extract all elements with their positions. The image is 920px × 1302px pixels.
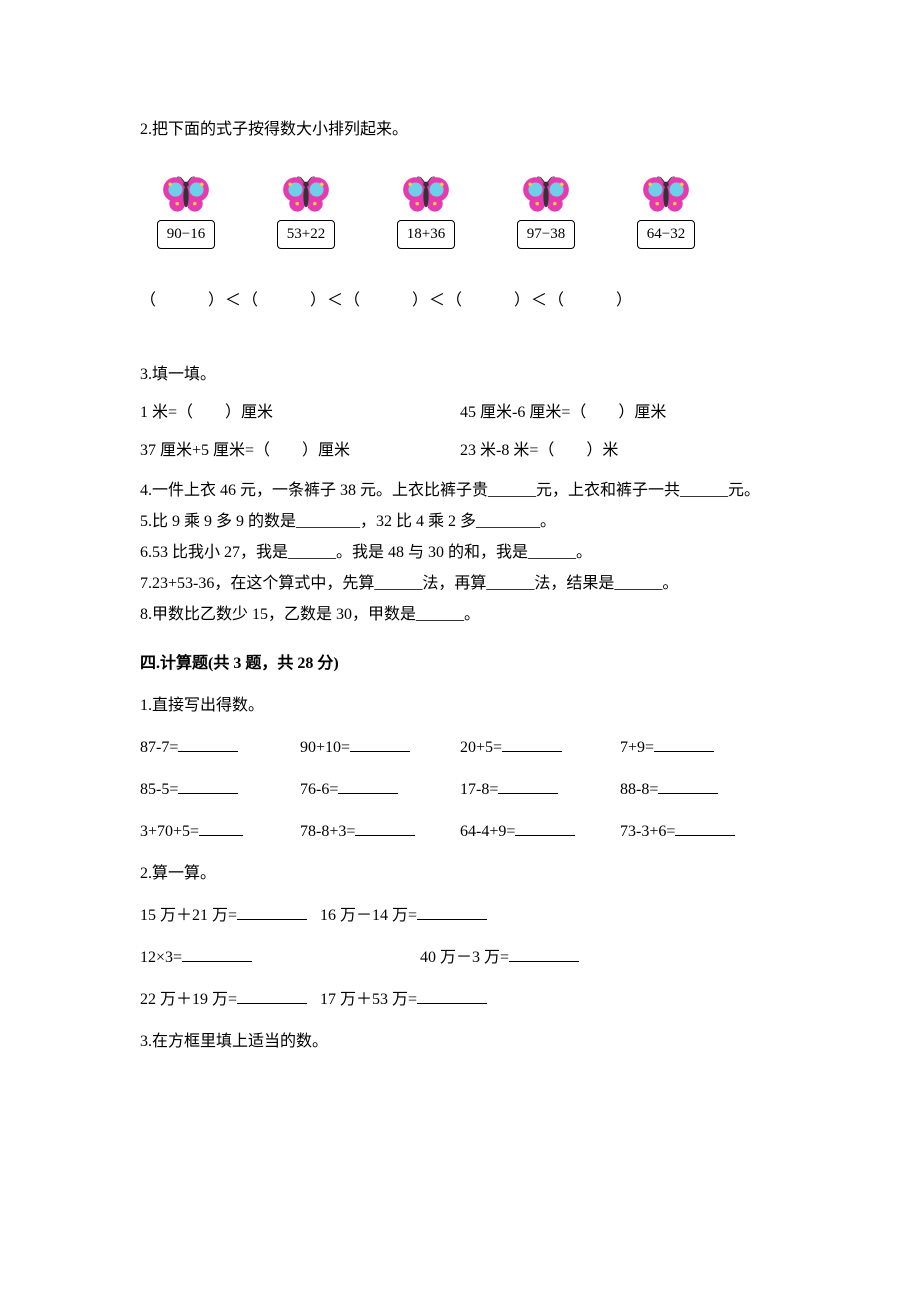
calc1-0-0: 87-7= xyxy=(140,736,300,760)
q7-text: 7.23+53-36，在这个算式中，先算______法，再算______法，结果… xyxy=(140,570,780,597)
q5-text: 5.比 9 乘 9 多 9 的数是________，32 比 4 乘 2 多__… xyxy=(140,508,780,535)
calc1-2-1-expr: 78-8+3= xyxy=(300,823,355,840)
calc1-0-3-expr: 7+9= xyxy=(620,739,654,756)
calc1-0-2-expr: 20+5= xyxy=(460,739,502,756)
calc1-2-2: 64-4+9= xyxy=(460,820,620,844)
q3-row-0-left: 1 米=（ ）厘米 xyxy=(140,401,460,425)
calc1-1-1: 76-6= xyxy=(300,778,460,802)
calc2-1-0: 12×3= xyxy=(140,946,420,970)
calc2-row-0: 15 万＋21 万= 16 万－14 万= xyxy=(140,904,780,928)
q3-row-1-left: 37 厘米+5 厘米=（ ）厘米 xyxy=(140,439,460,463)
butterfly-icon xyxy=(399,172,453,216)
blank xyxy=(658,778,718,794)
calc1-2-0-expr: 3+70+5= xyxy=(140,823,199,840)
q2-butterfly-row: 90−16 53+22 xyxy=(140,172,780,249)
blank xyxy=(417,904,487,920)
calc2-0-0: 15 万＋21 万= xyxy=(140,904,320,928)
q3-row-0-right: 45 厘米-6 厘米=（ ）厘米 xyxy=(460,401,780,425)
blank xyxy=(338,778,398,794)
blank xyxy=(237,988,307,1004)
calc1-1-1-expr: 76-6= xyxy=(300,781,338,798)
calc1-2-3: 73-3+6= xyxy=(620,820,780,844)
q2-item-3: 97−38 xyxy=(506,172,586,249)
calc2-0-0-expr: 15 万＋21 万= xyxy=(140,907,237,924)
calc1-1-2: 17-8= xyxy=(460,778,620,802)
blank xyxy=(237,904,307,920)
calc1-1-0-expr: 85-5= xyxy=(140,781,178,798)
q2-inequality: （ ）＜（ ）＜（ ）＜（ ）＜（ ） xyxy=(140,289,780,313)
blank xyxy=(675,820,735,836)
q2-item-2: 18+36 xyxy=(386,172,466,249)
calc1-2-3-expr: 73-3+6= xyxy=(620,823,675,840)
worksheet-page: 2.把下面的式子按得数大小排列起来。 90−16 xyxy=(0,0,920,1142)
calc2-2-1: 17 万＋53 万= xyxy=(320,988,500,1012)
calc1-1-0: 85-5= xyxy=(140,778,300,802)
q3-row-1: 37 厘米+5 厘米=（ ）厘米 23 米-8 米=（ ）米 xyxy=(140,439,780,463)
calc1-2-1: 78-8+3= xyxy=(300,820,460,844)
calc1-1-2-expr: 17-8= xyxy=(460,781,498,798)
blank xyxy=(417,988,487,1004)
calc1-0-2: 20+5= xyxy=(460,736,620,760)
calc2-row-1: 12×3= 40 万－3 万= xyxy=(140,946,780,970)
calc2-row-2: 22 万＋19 万= 17 万＋53 万= xyxy=(140,988,780,1012)
q2-item-1: 53+22 xyxy=(266,172,346,249)
calc2-0-1-expr: 16 万－14 万= xyxy=(320,907,417,924)
calc2-1-1-expr: 40 万－3 万= xyxy=(420,949,509,966)
q2-expr-0: 90−16 xyxy=(157,220,215,249)
blank xyxy=(350,736,410,752)
q2-expr-1: 53+22 xyxy=(277,220,335,249)
q4-text: 4.一件上衣 46 元，一条裤子 38 元。上衣比裤子贵______元，上衣和裤… xyxy=(140,477,780,504)
calc1-0-1-expr: 90+10= xyxy=(300,739,350,756)
q2-item-0: 90−16 xyxy=(146,172,226,249)
blank xyxy=(498,778,558,794)
calc3-prompt: 3.在方框里填上适当的数。 xyxy=(140,1030,780,1054)
blank xyxy=(178,736,238,752)
calc1-1-3-expr: 88-8= xyxy=(620,781,658,798)
calc1-row-2: 3+70+5= 78-8+3= 64-4+9= 73-3+6= xyxy=(140,820,780,844)
blank xyxy=(355,820,415,836)
q8-text: 8.甲数比乙数少 15，乙数是 30，甲数是______。 xyxy=(140,601,780,628)
calc1-1-3: 88-8= xyxy=(620,778,780,802)
q3-prompt: 3.填一填。 xyxy=(140,363,780,387)
q3-row-0: 1 米=（ ）厘米 45 厘米-6 厘米=（ ）厘米 xyxy=(140,401,780,425)
calc2-2-0-expr: 22 万＋19 万= xyxy=(140,991,237,1008)
blank xyxy=(654,736,714,752)
section4-title: 四.计算题(共 3 题，共 28 分) xyxy=(140,652,780,676)
calc1-row-1: 85-5= 76-6= 17-8= 88-8= xyxy=(140,778,780,802)
calc1-prompt: 1.直接写出得数。 xyxy=(140,694,780,718)
calc2-2-0: 22 万＋19 万= xyxy=(140,988,320,1012)
butterfly-icon xyxy=(519,172,573,216)
blank xyxy=(509,946,579,962)
blank xyxy=(502,736,562,752)
calc2-0-1: 16 万－14 万= xyxy=(320,904,500,928)
q2-expr-4: 64−32 xyxy=(637,220,695,249)
calc1-0-1: 90+10= xyxy=(300,736,460,760)
blank xyxy=(199,820,243,836)
calc2-2-1-expr: 17 万＋53 万= xyxy=(320,991,417,1008)
butterfly-icon xyxy=(279,172,333,216)
blank xyxy=(515,820,575,836)
q2-item-4: 64−32 xyxy=(626,172,706,249)
calc1-2-0: 3+70+5= xyxy=(140,820,300,844)
calc1-2-2-expr: 64-4+9= xyxy=(460,823,515,840)
blank xyxy=(178,778,238,794)
q3-row-1-right: 23 米-8 米=（ ）米 xyxy=(460,439,780,463)
calc2-1-1: 40 万－3 万= xyxy=(420,946,600,970)
butterfly-icon xyxy=(639,172,693,216)
blank xyxy=(182,946,252,962)
calc1-0-0-expr: 87-7= xyxy=(140,739,178,756)
calc1-0-3: 7+9= xyxy=(620,736,780,760)
q2-prompt: 2.把下面的式子按得数大小排列起来。 xyxy=(140,118,780,142)
butterfly-icon xyxy=(159,172,213,216)
q2-expr-2: 18+36 xyxy=(397,220,455,249)
q6-text: 6.53 比我小 27，我是______。我是 48 与 30 的和，我是___… xyxy=(140,539,780,566)
calc2-prompt: 2.算一算。 xyxy=(140,862,780,886)
q2-expr-3: 97−38 xyxy=(517,220,575,249)
calc2-1-0-expr: 12×3= xyxy=(140,949,182,966)
calc1-row-0: 87-7= 90+10= 20+5= 7+9= xyxy=(140,736,780,760)
